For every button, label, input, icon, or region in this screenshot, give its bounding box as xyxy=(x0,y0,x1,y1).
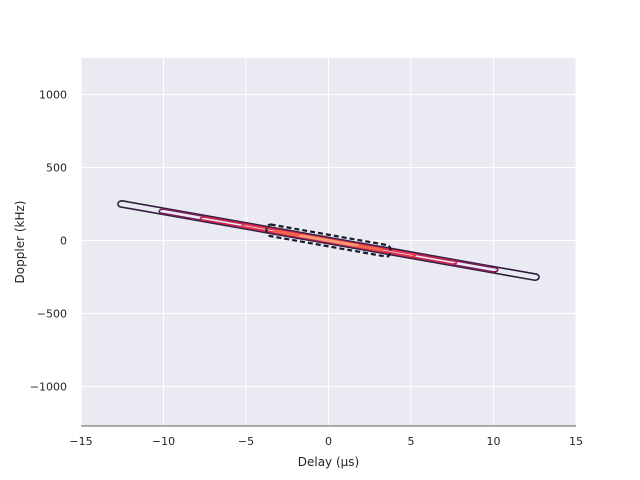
y-tick-label: −500 xyxy=(37,308,67,321)
x-tick-label: −15 xyxy=(69,435,92,448)
x-tick-label: 10 xyxy=(487,435,501,448)
contour-lines xyxy=(117,200,540,282)
y-tick-label: −1000 xyxy=(30,381,67,394)
y-axis-label: Doppler (kHz) xyxy=(13,201,27,284)
x-tick-label: −5 xyxy=(238,435,254,448)
y-tick-label: 500 xyxy=(46,162,67,175)
y-tick-label: 0 xyxy=(60,235,67,248)
y-tick-labels: −1000 −500 0 500 1000 xyxy=(30,89,67,394)
y-tick-label: 1000 xyxy=(39,89,67,102)
contour-level-5 xyxy=(273,230,384,251)
x-tick-label: 0 xyxy=(325,435,332,448)
x-tick-label: 5 xyxy=(408,435,415,448)
contour-level-3 xyxy=(199,216,458,265)
contour-level-7 xyxy=(265,223,392,258)
contour-level-1 xyxy=(117,200,540,282)
x-tick-label: 15 xyxy=(569,435,583,448)
x-tick-labels: −15 −10 −5 0 5 10 15 xyxy=(69,435,583,448)
contour-level-4 xyxy=(240,223,417,258)
x-tick-label: −10 xyxy=(152,435,175,448)
contour-level-6 xyxy=(298,234,359,247)
contour-level-2 xyxy=(158,208,499,273)
x-axis-label: Delay (μs) xyxy=(298,455,359,469)
